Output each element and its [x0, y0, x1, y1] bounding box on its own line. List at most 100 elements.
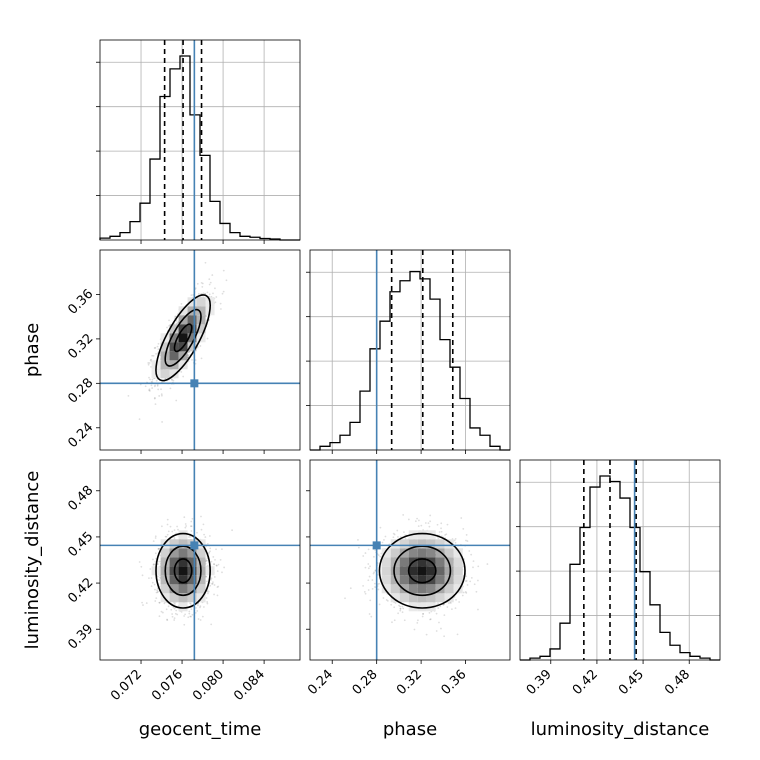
scatter-point [384, 535, 387, 538]
scatter-point [189, 602, 191, 605]
density-cell [426, 566, 436, 576]
scatter-point [158, 560, 160, 563]
density-cell [408, 548, 418, 558]
scatter-point [404, 537, 407, 540]
scatter-point [208, 551, 211, 554]
scatter-point [453, 539, 456, 542]
scatter-point [166, 326, 168, 329]
scatter-point [155, 352, 157, 355]
scatter-point [429, 520, 432, 523]
scatter-point [367, 579, 370, 582]
density-cell [178, 360, 188, 370]
scatter-point [368, 613, 371, 615]
scatter-point [464, 580, 467, 583]
scatter-point [403, 619, 406, 622]
scatter-point [148, 577, 150, 580]
scatter-point [154, 535, 157, 538]
scatter-point [168, 319, 170, 322]
scatter-point [205, 597, 208, 599]
2d-panel-geocent_time-phase [99, 249, 301, 451]
scatter-point [393, 619, 396, 622]
panel-frame [309, 249, 511, 451]
scatter-point [420, 524, 423, 527]
density-cell [417, 557, 427, 567]
contour-line [407, 558, 437, 584]
scatter-point [176, 322, 179, 325]
x-tick-label: 0.084 [231, 667, 268, 704]
scatter-point [472, 560, 475, 563]
scatter-point [191, 358, 193, 361]
scatter-point [176, 613, 179, 616]
histogram-panel-phase [306, 249, 511, 451]
scatter-point [190, 520, 193, 523]
scatter-point [194, 611, 197, 614]
scatter-point [225, 279, 228, 282]
scatter-point [169, 387, 172, 390]
scatter-point [154, 588, 156, 591]
scatter-point [465, 575, 468, 578]
scatter-point [439, 605, 442, 608]
scatter-point [154, 346, 157, 349]
scatter-point [465, 539, 467, 542]
scatter-point [344, 597, 346, 600]
scatter-point [150, 384, 153, 387]
scatter-point [456, 633, 459, 636]
scatter-point [188, 612, 191, 615]
scatter-point [173, 602, 176, 605]
scatter-point [429, 618, 431, 621]
scatter-point [367, 563, 370, 565]
scatter-point [349, 587, 352, 590]
scatter-point [209, 281, 212, 284]
scatter-point [402, 607, 405, 610]
density-cell [196, 584, 206, 594]
scatter-point [214, 287, 216, 290]
scatter-point [170, 608, 173, 611]
x-tick-label: 0.36 [438, 667, 469, 698]
density-cell [178, 575, 188, 585]
x-tick-label: 0.39 [524, 667, 555, 698]
scatter-point [206, 542, 209, 545]
scatter-point [148, 376, 150, 379]
scatter-point [215, 548, 217, 551]
scatter-point [216, 570, 219, 573]
scatter-point [158, 601, 161, 604]
scatter-point [187, 354, 190, 357]
scatter-point [462, 527, 465, 530]
density-cell [435, 539, 445, 549]
scatter-point [437, 607, 440, 609]
density-cell [196, 557, 206, 567]
x-tick-label: 0.076 [149, 667, 186, 704]
density-cell [178, 539, 188, 549]
scatter-point [427, 522, 430, 525]
scatter-point [435, 630, 438, 632]
density-cell [444, 539, 454, 549]
scatter-point [214, 558, 216, 561]
density-cell [178, 584, 188, 594]
density-cell [178, 530, 188, 540]
scatter-point [154, 600, 157, 602]
scatter-point [196, 282, 199, 285]
scatter-point [486, 563, 489, 565]
density-cell [187, 333, 197, 343]
scatter-point [399, 609, 402, 612]
panel-frame [99, 459, 301, 661]
scatter-point [199, 619, 202, 621]
panel-frame [99, 39, 301, 241]
scatter-point [221, 571, 223, 574]
scatter-point [145, 602, 148, 604]
scatter-point [222, 269, 225, 272]
density-cell [187, 593, 197, 603]
scatter-point [174, 612, 177, 615]
scatter-point [378, 603, 381, 606]
density-cell [187, 315, 197, 325]
truth-marker [190, 541, 199, 550]
scatter-point [158, 615, 161, 618]
scatter-point [208, 535, 211, 537]
panel-frame [519, 459, 721, 661]
density-cell [444, 584, 454, 594]
density-cell [417, 575, 427, 585]
scatter-point [206, 602, 209, 605]
density-cell [160, 548, 170, 558]
density-cell [169, 369, 179, 379]
